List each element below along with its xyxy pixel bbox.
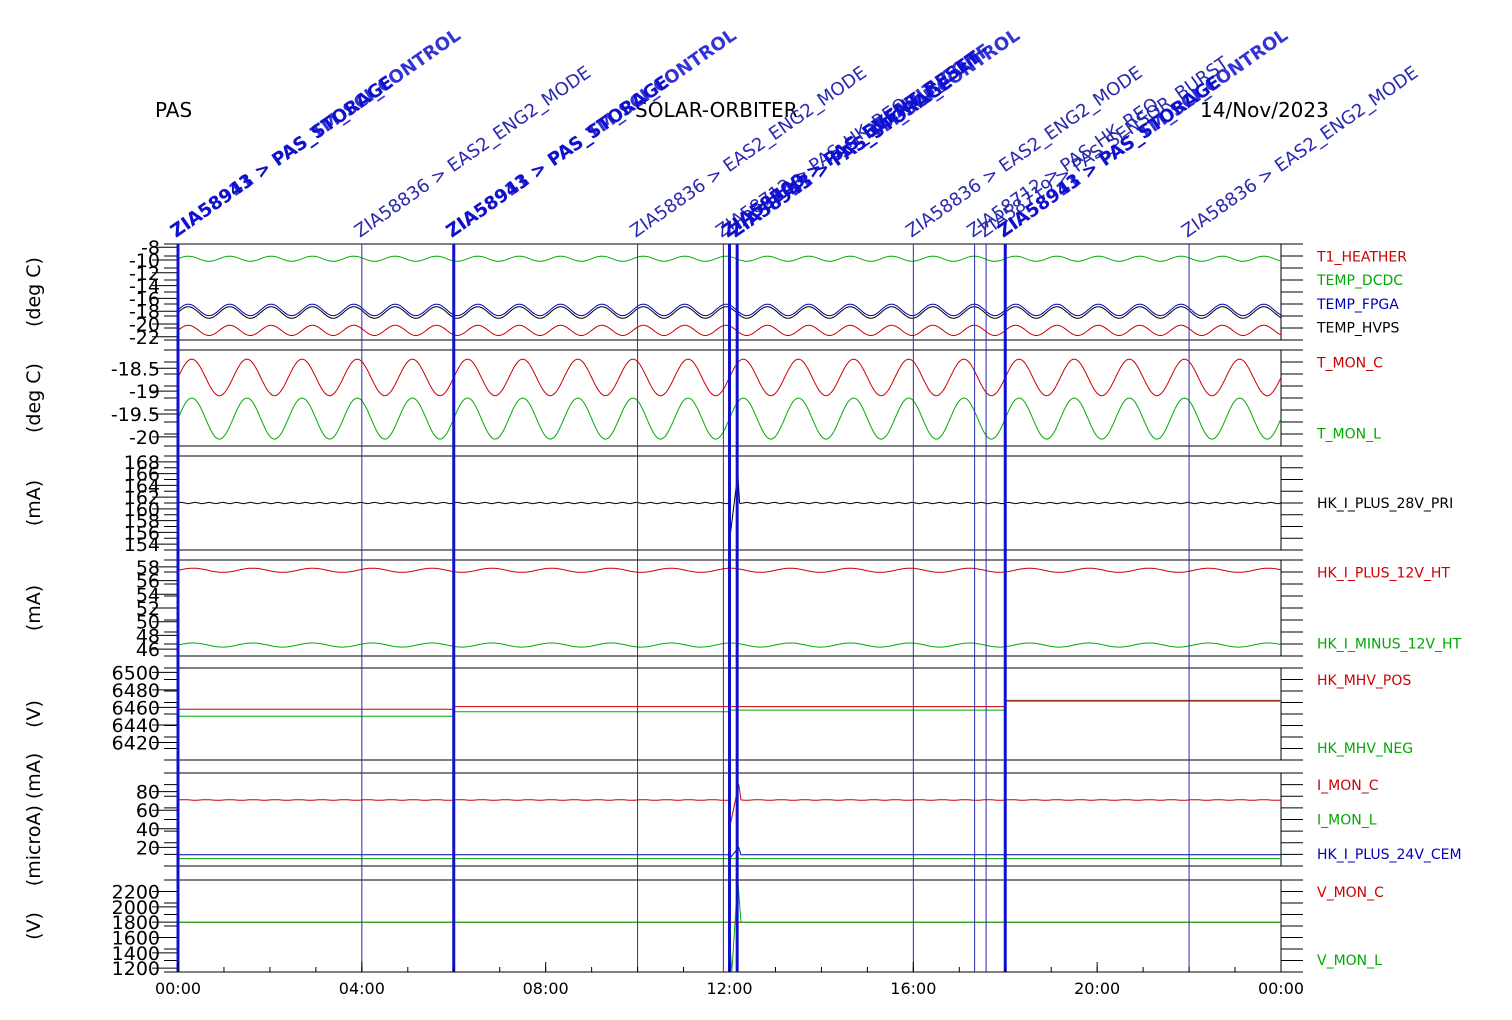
x-tick-label: 12:00 (706, 979, 752, 998)
legend-entry: T_MON_L (1316, 427, 1381, 443)
y-tick-label: -16 (129, 288, 160, 310)
y-tick-label: 6440 (112, 715, 160, 737)
y-tick-label: 1800 (112, 912, 160, 934)
mission-label: SOLAR-ORBITER (635, 98, 798, 122)
legend-entry: HK_I_PLUS_24V_CEM (1317, 847, 1462, 863)
y-tick-label: 40 (136, 819, 160, 841)
y-tick-label: 1200 (112, 958, 160, 980)
legend-entry: HK_I_PLUS_12V_HT (1317, 565, 1450, 581)
y-tick-label: -10 (129, 250, 160, 272)
series-line-hk-i-plus-28v-pri (177, 473, 1282, 542)
y-tick-label: -20 (129, 314, 160, 336)
y-tick-label: 60 (136, 800, 160, 822)
y-tick-label: 166 (124, 464, 160, 486)
y-tick-label: 156 (124, 522, 160, 544)
y-axis-label: (deg C) (23, 363, 45, 433)
y-tick-label: -8 (141, 237, 160, 259)
legend-entry: HK_MHV_POS (1317, 673, 1411, 689)
y-tick-label: 50 (136, 612, 160, 634)
y-tick-label: -19 (129, 381, 160, 403)
y-axis-label: (V) (23, 912, 45, 940)
y-tick-label: -12 (129, 263, 160, 285)
y-tick-label: -14 (129, 276, 160, 298)
x-tick-label: 00:00 (1258, 979, 1304, 998)
y-tick-label: -18.5 (111, 358, 160, 380)
x-tick-label: 08:00 (523, 979, 569, 998)
y-tick-label: 20 (136, 837, 160, 859)
legend-entry: TEMP_HVPS (1316, 321, 1399, 337)
panel-tmon: -18.5-19-19.5-20 (deg C) T_MON_C T_MON_L (23, 349, 1383, 449)
panel-temps: -8-10-12-14-16-18-20-22 (deg C) T1_HEATHER… (23, 237, 1407, 349)
y-tick-label: 2200 (112, 882, 160, 904)
event-marker: ZIA58836 > EAS2_ENG2_MODE (351, 62, 595, 972)
y-tick-label: 52 (136, 598, 160, 620)
y-tick-label: 54 (136, 584, 160, 606)
y-tick-label: 58 (136, 557, 160, 579)
y-tick-label: 2000 (112, 897, 160, 919)
series-line-i-mon-c (177, 784, 1282, 825)
y-axis-label: (deg C) (23, 257, 45, 327)
y-tick-label: 154 (124, 534, 160, 556)
y-tick-label: 164 (124, 475, 160, 497)
y-tick-label: 48 (136, 625, 160, 647)
legend-entry: V_MON_C (1317, 885, 1384, 901)
event-label-overlap: ZIA58911 > PAS_TM_SCI_CONTROL (167, 25, 465, 242)
date-label: 14/Nov/2023 (1200, 98, 1329, 122)
legend-entry: HK_I_MINUS_12V_HT (1317, 637, 1462, 653)
x-tick-label: 20:00 (1074, 979, 1120, 998)
legend-entry: I_MON_C (1317, 778, 1379, 794)
legend-entry: T_MON_C (1316, 355, 1383, 371)
panels-group: -8-10-12-14-16-18-20-22(deg C) T1_HEATHER… (23, 237, 1462, 980)
y-tick-label: 6420 (112, 732, 160, 754)
y-tick-label: 160 (124, 499, 160, 521)
legend-entry: TEMP_FPGA (1316, 297, 1399, 313)
instrument-label: PAS (155, 98, 192, 122)
y-tick-label: -22 (129, 327, 160, 349)
y-tick-label: 6460 (112, 697, 160, 719)
y-axis-label: (V) (23, 700, 45, 728)
y-tick-label: 6500 (112, 662, 160, 684)
y-tick-label: 1600 (112, 928, 160, 950)
y-tick-label: 6480 (112, 680, 160, 702)
y-tick-label: -18 (129, 301, 160, 323)
x-tick-label: 04:00 (339, 979, 385, 998)
x-tick-label: 00:00 (155, 979, 201, 998)
y-tick-label: -20 (129, 427, 160, 449)
legend-entry: T1_HEATHER (1316, 249, 1407, 265)
y-axis-label: (mA) (23, 480, 45, 526)
legend-entry: HK_I_PLUS_28V_PRI (1317, 496, 1453, 512)
y-tick-label: 168 (124, 452, 160, 474)
y-axis-label: (microA) (mA) (23, 753, 45, 886)
x-axis: 00:00 04:00 08:00 12:00 16:00 20:00 00:00 (155, 962, 1304, 998)
series-line-hk-i-plus-24v-cem (178, 846, 1281, 860)
y-tick-label: 56 (136, 571, 160, 593)
y-tick-label: -19.5 (111, 404, 160, 426)
legend-entry: TEMP_DCDC (1316, 273, 1403, 289)
y-axis-label: (mA) (23, 585, 45, 631)
y-tick-label: 162 (124, 487, 160, 509)
event-marker: ZIA58836 > EAS2_ENG2_MODE (1178, 62, 1422, 972)
y-tick-label: 46 (136, 639, 160, 661)
x-tick-label: 16:00 (890, 979, 936, 998)
legend-entry: V_MON_L (1317, 953, 1382, 969)
y-tick-label: 1400 (112, 943, 160, 965)
y-tick-label: 80 (136, 782, 160, 804)
legend-entry: HK_MHV_NEG (1317, 741, 1413, 757)
series-line-v-mon-l (178, 879, 1281, 973)
y-tick-label: 158 (124, 511, 160, 533)
legend-entry: I_MON_L (1317, 813, 1377, 829)
